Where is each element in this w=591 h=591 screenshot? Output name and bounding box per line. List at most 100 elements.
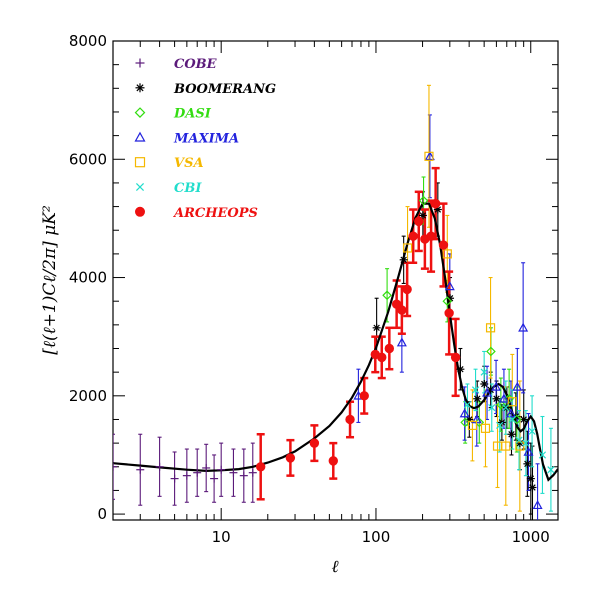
boomerang-legend-marker [135, 83, 145, 93]
cbi-point [547, 466, 555, 474]
vsa-legend-marker [134, 157, 146, 168]
dasi-point [418, 195, 429, 206]
data-markers [113, 151, 555, 510]
marker-stroke [547, 466, 555, 474]
marker-shape [397, 305, 407, 315]
archeops-legend-label: ARCHEOPS [172, 206, 258, 221]
marker-shape [384, 343, 395, 354]
x-axis-label: ℓ [331, 557, 338, 577]
marker-shape [491, 381, 502, 391]
cbi-point [463, 401, 472, 409]
maxima-point [424, 151, 435, 161]
boomerang-point [523, 459, 532, 468]
marker-stroke [528, 427, 536, 435]
archeops-point [285, 453, 296, 463]
boomerang-point [528, 483, 537, 492]
cobe-point [155, 462, 164, 471]
boomerang-point [446, 294, 455, 303]
archeops-point [359, 391, 369, 401]
marker-stroke [373, 324, 380, 332]
maxima-point [512, 381, 523, 391]
marker-shape [414, 216, 424, 227]
marker-stroke [457, 365, 464, 373]
archeops-point [255, 462, 266, 472]
cbi-legend-marker [135, 182, 145, 192]
marker-shape [512, 381, 523, 391]
maxima-point [491, 381, 502, 391]
marker-shape [444, 308, 454, 318]
marker-stroke [515, 436, 523, 444]
marker-shape [382, 290, 392, 301]
cobe-legend-label: COBE [174, 57, 218, 72]
archeops-point [384, 343, 395, 354]
marker-shape [442, 296, 453, 307]
cobe-point [170, 474, 179, 483]
maxima-point [532, 499, 543, 510]
cbi-point [515, 436, 523, 444]
archeops-point [426, 231, 436, 241]
vsa-point [501, 441, 511, 451]
cbi-point [488, 404, 496, 412]
marker-shape [408, 231, 418, 241]
vsa-point [442, 249, 452, 259]
cobe-point [182, 471, 191, 480]
boomerang-point [399, 255, 408, 264]
x-tick-label: 100 [362, 528, 391, 546]
boomerang-point [507, 430, 516, 439]
maxima-point [523, 446, 534, 456]
boomerang-point [480, 379, 489, 388]
marker-shape [391, 299, 402, 309]
marker-shape [467, 420, 478, 430]
archeops-point [309, 438, 320, 448]
maxima-legend-label: MAXIMA [173, 131, 239, 146]
marker-shape [496, 399, 506, 410]
x-tick-labels: 10 100 1000 [212, 528, 550, 546]
y-tick-label: 4000 [69, 269, 107, 287]
y-tick-label: 8000 [69, 32, 107, 50]
cbi-point [502, 404, 510, 412]
marker-shape [402, 284, 412, 295]
marker-shape [507, 397, 517, 407]
marker-shape [444, 281, 455, 291]
archeops-point [414, 216, 424, 227]
plot-border [112, 40, 559, 521]
dasi-legend-marker [134, 107, 146, 118]
marker-stroke [538, 451, 547, 459]
y-tick-label: 6000 [69, 150, 107, 168]
cbi-point [471, 386, 480, 394]
marker-shape [134, 107, 146, 118]
marker-shape [424, 151, 434, 161]
marker-stroke [480, 368, 488, 376]
marker-shape [450, 352, 461, 363]
dasi-legend-label: DASI [173, 107, 212, 122]
archeops-point [397, 305, 407, 315]
boomerang-point [372, 323, 381, 332]
marker-stroke [473, 395, 481, 402]
dasi-point [496, 399, 506, 410]
y-tick-label: 0 [97, 505, 107, 523]
maxima-point [482, 387, 493, 397]
marker-stroke [488, 404, 496, 412]
marker-shape [135, 206, 145, 217]
marker-stroke [529, 484, 536, 491]
marker-shape [328, 456, 338, 466]
marker-stroke [502, 404, 510, 412]
vsa-point [507, 397, 517, 407]
marker-shape [377, 352, 387, 363]
archeops-point [345, 414, 355, 425]
marker-shape [480, 423, 491, 433]
cobe-point [136, 465, 145, 474]
cbi-point [522, 439, 530, 447]
maxima-legend-marker [134, 131, 146, 142]
marker-shape [424, 151, 435, 161]
marker-shape [359, 391, 369, 401]
x-tick-label: 1000 [512, 528, 550, 546]
marker-stroke [463, 401, 472, 409]
maxima-point [505, 408, 516, 418]
marker-shape [255, 462, 266, 472]
maxima-point [396, 337, 407, 347]
marker-shape [442, 249, 452, 259]
marker-stroke [400, 256, 407, 264]
marker-stroke [508, 431, 515, 438]
